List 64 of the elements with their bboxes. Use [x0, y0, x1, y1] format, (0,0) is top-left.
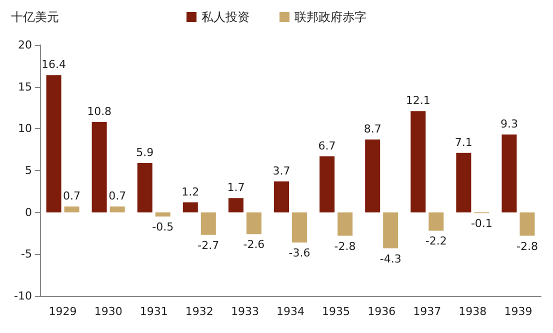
data-label: 1.2: [182, 185, 200, 198]
data-label: -2.6: [243, 238, 265, 252]
bar: [428, 212, 444, 231]
data-label: -2.2: [425, 234, 447, 248]
y-tick-label: 5: [25, 164, 32, 177]
x-tick-label: 1935: [322, 305, 350, 318]
bar: [365, 140, 380, 212]
bar: [292, 212, 307, 242]
data-label: 12.1: [406, 94, 430, 108]
bar: [502, 134, 517, 212]
bar: [137, 162, 152, 212]
bar: [320, 156, 335, 212]
x-tick-label: 1931: [140, 305, 168, 318]
bar: [228, 198, 244, 212]
bar: [338, 212, 353, 236]
x-tick-label: 1934: [276, 305, 304, 318]
data-label: -4.3: [380, 252, 402, 266]
x-tick-label: 1936: [368, 305, 396, 318]
data-label: 5.9: [136, 146, 154, 159]
bar: [155, 212, 170, 217]
data-label: 6.7: [318, 139, 336, 152]
y-tick-label: 0: [25, 206, 32, 219]
data-label: 16.4: [42, 58, 66, 72]
bar: [92, 122, 107, 212]
y-tick-label: -5: [21, 248, 32, 261]
data-label: -2.8: [334, 240, 356, 253]
legend-label: 联邦政府赤字: [294, 10, 366, 24]
data-label: -0.1: [470, 217, 492, 230]
data-label: 9.3: [500, 118, 518, 131]
bar: [46, 75, 62, 212]
x-tick-label: 1937: [413, 305, 442, 318]
x-tick-label: 1939: [504, 305, 532, 318]
bar: [383, 212, 398, 248]
bar: [182, 202, 198, 212]
y-tick-label: 15: [18, 80, 32, 94]
bar: [456, 152, 472, 212]
bar: [410, 111, 426, 212]
bar: [64, 206, 80, 212]
data-label: 0.7: [108, 189, 126, 202]
data-label: 1.7: [227, 181, 245, 194]
data-label: 0.7: [63, 189, 81, 202]
data-label: -2.7: [198, 238, 220, 252]
data-label: -0.5: [152, 220, 174, 234]
x-tick-label: 1929: [48, 305, 77, 318]
bar: [110, 206, 125, 212]
data-label: -3.6: [288, 246, 310, 260]
x-tick-label: 1930: [94, 305, 122, 318]
y-tick-label: 10: [18, 122, 32, 136]
y-tick-label: 20: [18, 38, 32, 52]
bar: [520, 212, 535, 236]
data-label: 8.7: [364, 122, 382, 136]
x-tick-label: 1933: [230, 305, 259, 318]
bar: [200, 212, 216, 235]
x-tick-label: 1932: [185, 305, 214, 318]
data-label: 3.7: [272, 164, 290, 178]
bar: [246, 212, 262, 234]
x-tick-label: 1938: [458, 305, 487, 318]
data-label: -2.8: [516, 240, 538, 253]
y-axis-title: 十亿美元: [11, 10, 59, 24]
bar: [274, 181, 289, 212]
y-tick-label: -10: [14, 290, 32, 302]
data-label: 7.1: [454, 136, 472, 149]
legend-label: 私人投资: [202, 10, 250, 24]
data-label: 10.8: [87, 104, 112, 118]
